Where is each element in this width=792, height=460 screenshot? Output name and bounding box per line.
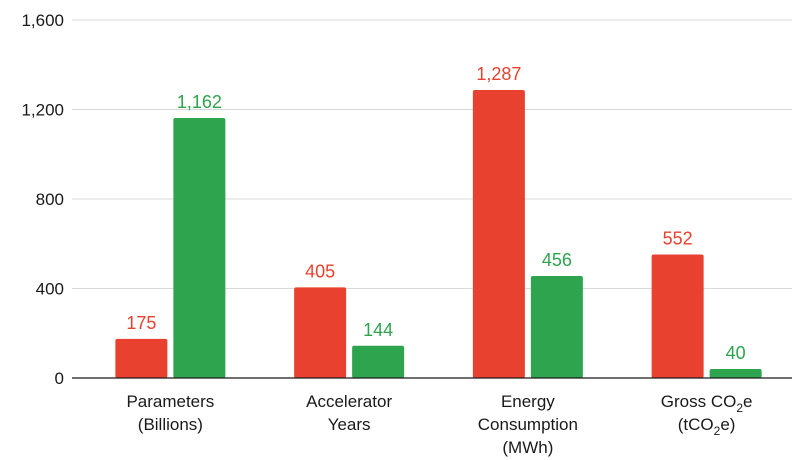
data-label: 40 [726, 343, 746, 363]
data-label: 1,287 [476, 64, 521, 84]
bar [173, 118, 226, 378]
data-labels: 175 1,162 405 144 1,287 456 552 40 [126, 64, 745, 363]
bar [115, 338, 168, 378]
bars [115, 90, 762, 378]
y-axis-tick-labels: 0 400 800 1,200 1,600 [21, 11, 64, 388]
bar [709, 369, 762, 378]
bar [294, 287, 347, 378]
bar [651, 254, 704, 378]
y-tick-label: 400 [36, 280, 64, 299]
bar [352, 345, 405, 378]
category-label: Gross CO2e [661, 392, 753, 415]
x-axis-category-labels: Parameters (Billions) Accelerator Years Ener… [126, 392, 752, 457]
category-label: Accelerator [306, 392, 392, 411]
data-label: 144 [363, 320, 393, 340]
category-label: Years [328, 415, 371, 434]
category-label: (tCO2e) [678, 415, 736, 438]
category-label: (MWh) [502, 438, 553, 457]
bar [472, 90, 525, 378]
y-tick-label: 1,600 [21, 11, 64, 30]
y-tick-label: 1,200 [21, 101, 64, 120]
y-tick-label: 800 [36, 190, 64, 209]
data-label: 405 [305, 261, 335, 281]
data-label: 456 [542, 250, 572, 270]
category-label: Consumption [478, 415, 578, 434]
category-label: Energy [501, 392, 555, 411]
data-label: 1,162 [177, 92, 222, 112]
data-label: 552 [663, 228, 693, 248]
data-label: 175 [126, 313, 156, 333]
category-label: (Billions) [138, 415, 203, 434]
category-label: Parameters [126, 392, 214, 411]
y-tick-label: 0 [55, 369, 64, 388]
bar [530, 275, 583, 378]
